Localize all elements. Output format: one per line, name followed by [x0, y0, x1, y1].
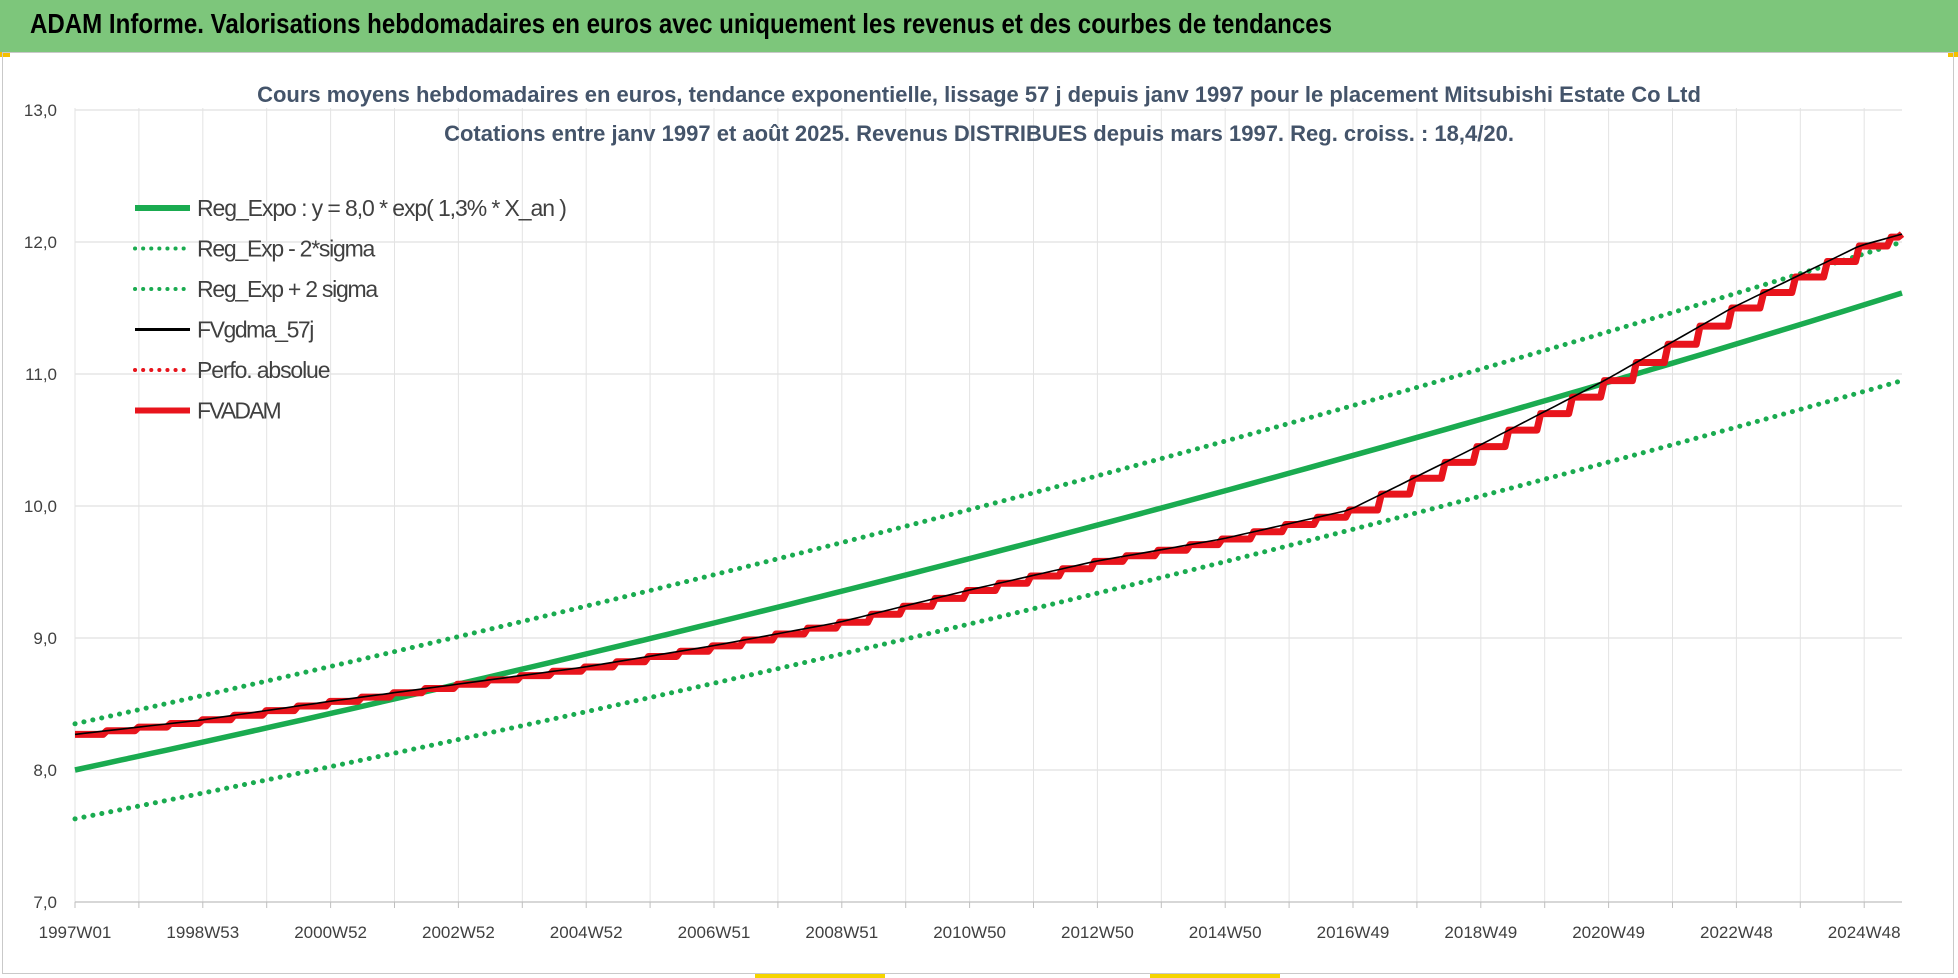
x-tick-label: 2004W52 — [550, 923, 623, 942]
x-tick-label: 2018W49 — [1444, 923, 1517, 942]
x-tick-label: 2022W48 — [1700, 923, 1773, 942]
x-tick-label: 2024W48 — [1828, 923, 1901, 942]
x-tick-label: 2000W52 — [294, 923, 367, 942]
legend: Reg_Expo : y = 8,0 * exp( 1,3% * X_an ) R… — [133, 195, 567, 424]
y-tick-label: 12,0 — [24, 233, 57, 252]
grid-layer: 7,0 8,0 9,0 10,0 11,0 12,0 13,0 1997W01 1998W53 2… — [24, 101, 1902, 942]
legend-label: Reg_Expo : y = 8,0 * exp( 1,3% * X_an ) — [197, 195, 567, 221]
chart-title-line2: Cotations entre janv 1997 et août 2025. … — [444, 121, 1514, 146]
x-tick-label: 2014W50 — [1189, 923, 1262, 942]
x-tick-label: 2016W49 — [1317, 923, 1390, 942]
legend-label: Reg_Exp + 2 sigma — [197, 276, 378, 302]
series-layer — [72, 231, 1905, 822]
x-tick-label: 2002W52 — [422, 923, 495, 942]
x-tick-label: 2020W49 — [1572, 923, 1645, 942]
x-tick-label: 2010W50 — [933, 923, 1006, 942]
bottom-marker-2 — [1150, 974, 1280, 978]
series-reg-expo — [74, 290, 1903, 773]
chart-frame — [2, 52, 1954, 974]
series-reg-plus-2sigma — [72, 239, 1905, 727]
series-reg-minus-2sigma — [72, 378, 1905, 822]
y-tick-label: 13,0 — [24, 101, 57, 120]
legend-label: Reg_Exp - 2*sigma — [197, 236, 376, 262]
report-title: ADAM Informe. Valorisations hebdomadaire… — [30, 8, 1333, 39]
legend-label: FVADAM — [197, 398, 282, 424]
x-tick-label: 2008W51 — [805, 923, 878, 942]
legend-label: FVgdma_57j — [197, 317, 314, 343]
x-tick-label: 2006W51 — [678, 923, 751, 942]
corner-marker-left — [0, 52, 10, 57]
y-tick-label: 10,0 — [24, 497, 57, 516]
legend-label: Perfo. absolue — [197, 357, 331, 383]
series-fvadam — [75, 231, 1905, 738]
x-tick-label: 1998W53 — [166, 923, 239, 942]
y-tick-label: 9,0 — [33, 629, 57, 648]
series-fvgdma-57j — [74, 233, 1903, 736]
report-banner: ADAM Informe. Valorisations hebdomadaire… — [0, 0, 1958, 53]
y-tick-label: 11,0 — [25, 365, 57, 384]
y-tick-label: 8,0 — [33, 761, 57, 780]
x-tick-label: 1997W01 — [39, 923, 112, 942]
bottom-marker-1 — [755, 974, 885, 978]
y-tick-label: 7,0 — [33, 893, 57, 912]
x-tick-label: 2012W50 — [1061, 923, 1134, 942]
chart-title-line1: Cours moyens hebdomadaires en euros, ten… — [257, 82, 1701, 107]
